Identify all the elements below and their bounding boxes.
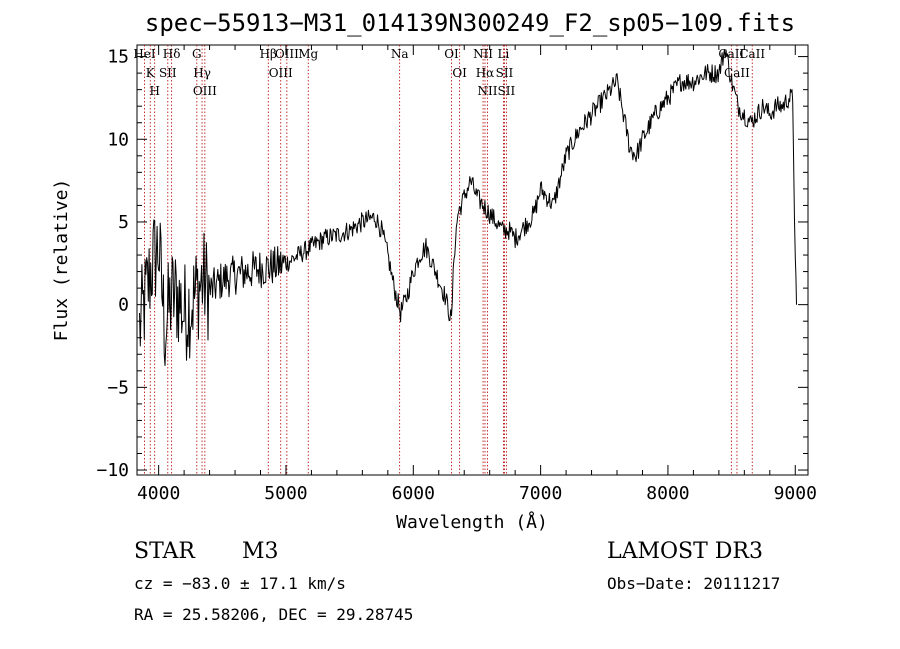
line-marker-label: G bbox=[192, 47, 202, 61]
line-marker-label: Hα bbox=[476, 66, 495, 80]
line-marker-label: NII bbox=[478, 84, 498, 98]
line-marker-label: Hγ bbox=[193, 66, 211, 80]
x-axis-label: Wavelength (Å) bbox=[396, 511, 548, 533]
line-marker-label: SII bbox=[498, 84, 516, 98]
x-axis: 4000 5000 6000 7000 8000 9000 bbox=[137, 45, 817, 504]
line-marker-label: Na bbox=[391, 47, 409, 61]
x-tick-label: 9000 bbox=[774, 483, 817, 504]
y-tick-label: 5 bbox=[118, 212, 129, 233]
line-marker-label: CaII bbox=[724, 66, 750, 80]
plot-frame bbox=[136, 44, 809, 476]
line-marker-label: OIII bbox=[193, 84, 217, 98]
line-marker-label: NII bbox=[473, 47, 493, 61]
y-axis: −10 −5 0 5 10 15 bbox=[96, 47, 808, 481]
line-marker-label: SII bbox=[159, 66, 177, 80]
survey-name: LAMOST DR3 bbox=[607, 539, 763, 564]
y-tick-label: 15 bbox=[107, 47, 129, 68]
object-class: STAR bbox=[134, 539, 196, 564]
y-tick-label: 0 bbox=[118, 295, 129, 316]
line-marker-label: CaII bbox=[718, 47, 744, 61]
line-marker-label: HeI bbox=[133, 47, 156, 61]
chart-title: spec−55913−M31_014139N300249_F2_sp05−109… bbox=[145, 9, 795, 37]
spectrum-line bbox=[139, 49, 797, 367]
line-marker-label: K bbox=[146, 66, 156, 80]
x-tick-label: 7000 bbox=[519, 483, 562, 504]
line-marker-label: OI bbox=[444, 47, 459, 61]
y-tick-label: −5 bbox=[107, 377, 129, 398]
x-tick-label: 5000 bbox=[264, 483, 307, 504]
line-marker-label: Hδ bbox=[163, 47, 181, 61]
object-subclass: M3 bbox=[242, 539, 279, 564]
observation-date: Obs−Date: 20111217 bbox=[607, 574, 780, 593]
line-marker-label: OIII bbox=[269, 66, 293, 80]
line-marker-label: CaII bbox=[739, 47, 765, 61]
x-tick-label: 6000 bbox=[392, 483, 435, 504]
line-marker-label: OI bbox=[452, 66, 467, 80]
series-layer bbox=[139, 49, 797, 367]
y-axis-label: Flux (relative) bbox=[51, 179, 72, 342]
redshift-velocity: cz = −83.0 ± 17.1 km/s bbox=[134, 574, 346, 593]
line-marker-label: Li bbox=[498, 47, 510, 61]
x-tick-label: 8000 bbox=[646, 483, 689, 504]
line-marker-label: Mg bbox=[298, 47, 318, 61]
line-marker-label: OIII bbox=[275, 47, 299, 61]
y-tick-label: 10 bbox=[107, 129, 129, 150]
x-tick-label: 4000 bbox=[137, 483, 180, 504]
coordinates: RA = 25.58206, DEC = 29.28745 bbox=[134, 605, 413, 624]
line-marker-label: SII bbox=[496, 66, 514, 80]
line-marker-label: Hβ bbox=[260, 47, 277, 61]
y-tick-label: −10 bbox=[96, 460, 129, 481]
line-marker-label: H bbox=[149, 84, 159, 98]
